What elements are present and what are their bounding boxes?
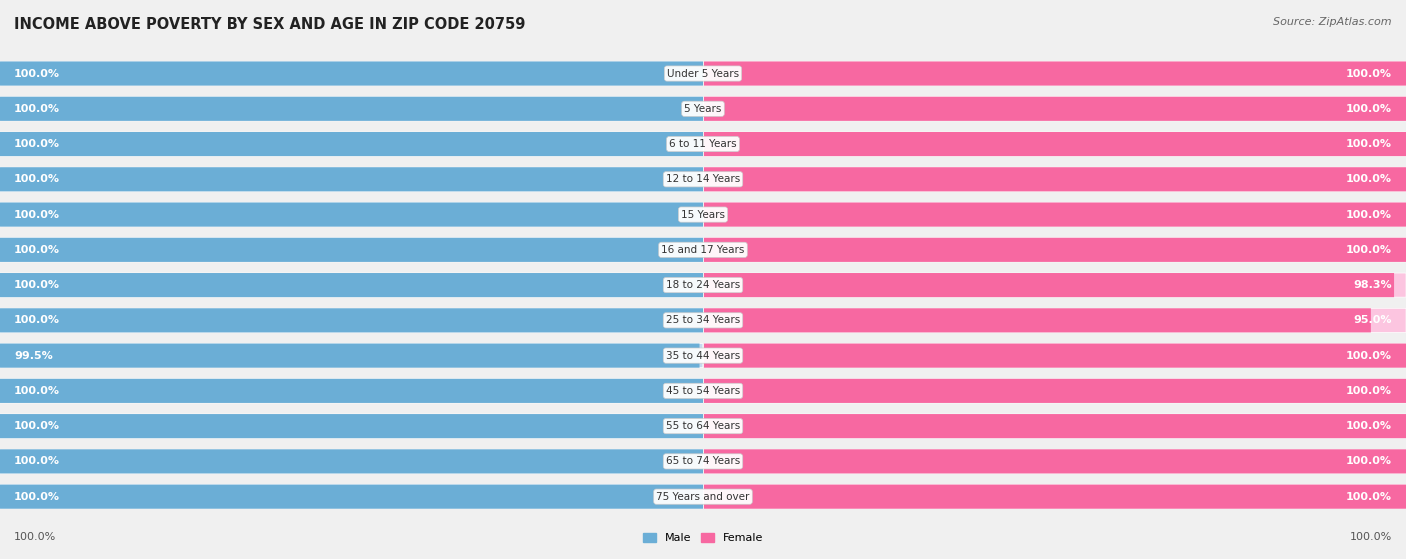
Text: 12 to 14 Years: 12 to 14 Years	[666, 174, 740, 184]
Text: 98.3%: 98.3%	[1354, 280, 1392, 290]
Text: 100.0%: 100.0%	[14, 386, 60, 396]
FancyBboxPatch shape	[703, 97, 1406, 121]
FancyBboxPatch shape	[703, 238, 1406, 262]
FancyBboxPatch shape	[703, 379, 1406, 403]
Text: 100.0%: 100.0%	[1346, 104, 1392, 114]
FancyBboxPatch shape	[0, 97, 703, 121]
FancyBboxPatch shape	[703, 485, 1406, 509]
Text: 100.0%: 100.0%	[1346, 386, 1392, 396]
FancyBboxPatch shape	[0, 61, 703, 86]
FancyBboxPatch shape	[703, 167, 1406, 191]
FancyBboxPatch shape	[703, 344, 1406, 368]
Text: 100.0%: 100.0%	[14, 421, 60, 431]
FancyBboxPatch shape	[0, 238, 703, 262]
FancyBboxPatch shape	[0, 485, 703, 509]
Text: 100.0%: 100.0%	[14, 104, 60, 114]
Text: 100.0%: 100.0%	[1346, 350, 1392, 361]
FancyBboxPatch shape	[0, 414, 703, 438]
FancyBboxPatch shape	[0, 414, 703, 438]
Text: 35 to 44 Years: 35 to 44 Years	[666, 350, 740, 361]
FancyBboxPatch shape	[0, 167, 703, 191]
Text: 100.0%: 100.0%	[1346, 174, 1392, 184]
Text: 100.0%: 100.0%	[14, 210, 60, 220]
Text: 100.0%: 100.0%	[14, 139, 60, 149]
FancyBboxPatch shape	[703, 309, 1406, 333]
FancyBboxPatch shape	[703, 202, 1406, 226]
FancyBboxPatch shape	[703, 414, 1406, 438]
Text: 100.0%: 100.0%	[14, 174, 60, 184]
FancyBboxPatch shape	[703, 202, 1406, 226]
Text: 100.0%: 100.0%	[14, 245, 60, 255]
Text: 100.0%: 100.0%	[1346, 210, 1392, 220]
Text: 100.0%: 100.0%	[14, 69, 60, 78]
FancyBboxPatch shape	[703, 309, 1371, 333]
Text: 100.0%: 100.0%	[1346, 492, 1392, 501]
FancyBboxPatch shape	[0, 449, 703, 473]
FancyBboxPatch shape	[0, 273, 703, 297]
Text: 100.0%: 100.0%	[1350, 532, 1392, 542]
Text: 100.0%: 100.0%	[1346, 69, 1392, 78]
FancyBboxPatch shape	[0, 344, 703, 368]
FancyBboxPatch shape	[0, 379, 703, 403]
Text: 100.0%: 100.0%	[1346, 456, 1392, 466]
Text: 100.0%: 100.0%	[1346, 139, 1392, 149]
Text: 55 to 64 Years: 55 to 64 Years	[666, 421, 740, 431]
Legend: Male, Female: Male, Female	[638, 528, 768, 548]
Text: Source: ZipAtlas.com: Source: ZipAtlas.com	[1274, 17, 1392, 27]
Text: Under 5 Years: Under 5 Years	[666, 69, 740, 78]
Text: 100.0%: 100.0%	[1346, 421, 1392, 431]
FancyBboxPatch shape	[0, 97, 703, 121]
FancyBboxPatch shape	[0, 61, 703, 86]
Text: 6 to 11 Years: 6 to 11 Years	[669, 139, 737, 149]
FancyBboxPatch shape	[703, 132, 1406, 156]
Text: 75 Years and over: 75 Years and over	[657, 492, 749, 501]
Text: 100.0%: 100.0%	[14, 492, 60, 501]
FancyBboxPatch shape	[703, 379, 1406, 403]
Text: 65 to 74 Years: 65 to 74 Years	[666, 456, 740, 466]
FancyBboxPatch shape	[0, 132, 703, 156]
FancyBboxPatch shape	[0, 273, 703, 297]
Text: 18 to 24 Years: 18 to 24 Years	[666, 280, 740, 290]
Text: 45 to 54 Years: 45 to 54 Years	[666, 386, 740, 396]
FancyBboxPatch shape	[0, 485, 703, 509]
FancyBboxPatch shape	[703, 344, 1406, 368]
FancyBboxPatch shape	[703, 273, 1406, 297]
FancyBboxPatch shape	[0, 238, 703, 262]
FancyBboxPatch shape	[703, 61, 1406, 86]
FancyBboxPatch shape	[0, 167, 703, 191]
FancyBboxPatch shape	[0, 202, 703, 226]
Text: 100.0%: 100.0%	[14, 532, 56, 542]
FancyBboxPatch shape	[0, 132, 703, 156]
FancyBboxPatch shape	[0, 344, 700, 368]
FancyBboxPatch shape	[703, 167, 1406, 191]
FancyBboxPatch shape	[703, 414, 1406, 438]
FancyBboxPatch shape	[0, 202, 703, 226]
Text: INCOME ABOVE POVERTY BY SEX AND AGE IN ZIP CODE 20759: INCOME ABOVE POVERTY BY SEX AND AGE IN Z…	[14, 17, 526, 32]
Text: 100.0%: 100.0%	[1346, 245, 1392, 255]
FancyBboxPatch shape	[703, 449, 1406, 473]
FancyBboxPatch shape	[703, 273, 1395, 297]
FancyBboxPatch shape	[703, 97, 1406, 121]
FancyBboxPatch shape	[703, 238, 1406, 262]
FancyBboxPatch shape	[0, 309, 703, 333]
Text: 100.0%: 100.0%	[14, 456, 60, 466]
FancyBboxPatch shape	[0, 449, 703, 473]
Text: 25 to 34 Years: 25 to 34 Years	[666, 315, 740, 325]
FancyBboxPatch shape	[0, 379, 703, 403]
Text: 16 and 17 Years: 16 and 17 Years	[661, 245, 745, 255]
FancyBboxPatch shape	[703, 61, 1406, 86]
FancyBboxPatch shape	[703, 449, 1406, 473]
FancyBboxPatch shape	[0, 309, 703, 333]
Text: 100.0%: 100.0%	[14, 280, 60, 290]
FancyBboxPatch shape	[703, 485, 1406, 509]
Text: 15 Years: 15 Years	[681, 210, 725, 220]
FancyBboxPatch shape	[703, 132, 1406, 156]
Text: 100.0%: 100.0%	[14, 315, 60, 325]
Text: 5 Years: 5 Years	[685, 104, 721, 114]
Text: 99.5%: 99.5%	[14, 350, 53, 361]
Text: 95.0%: 95.0%	[1354, 315, 1392, 325]
